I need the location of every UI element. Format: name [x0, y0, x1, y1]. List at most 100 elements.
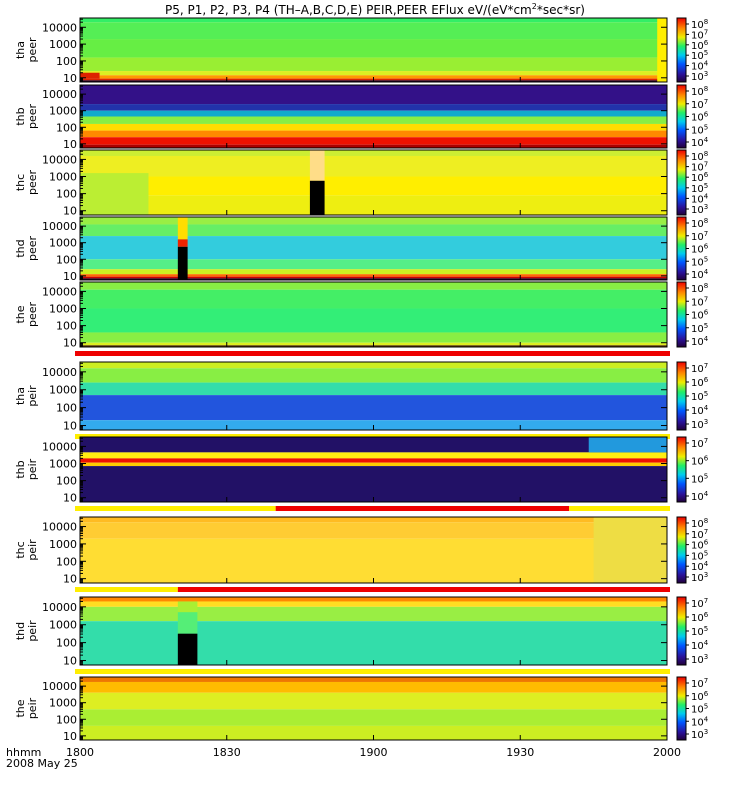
- y-tick-label: 1000: [49, 619, 77, 632]
- flux-band: [80, 155, 667, 177]
- colorbar-label: 103: [691, 70, 708, 83]
- flux-block: [657, 18, 667, 82]
- flux-band: [80, 677, 667, 682]
- colorbar-label: 106: [691, 243, 709, 256]
- flux-band: [80, 259, 667, 270]
- flux-block: [80, 173, 149, 215]
- x-tick-label: 2000: [653, 746, 681, 759]
- colorbar: [676, 596, 687, 666]
- panel-species-label: peer: [26, 37, 39, 63]
- y-tick-label: 10: [63, 492, 77, 505]
- flux-band: [80, 75, 667, 79]
- y-tick-label: 10: [63, 730, 77, 743]
- x-tick-label: 1830: [213, 746, 241, 759]
- flux-band: [80, 130, 667, 138]
- chart-title-main: P5, P1, P2, P3, P4 (TH–A,B,C,D,E) PEIR,P…: [165, 3, 532, 17]
- y-tick-label: 100: [56, 402, 77, 415]
- colorbar-label: 107: [691, 437, 708, 450]
- y-tick-label: 100: [56, 320, 77, 333]
- y-tick-label: 10: [63, 270, 77, 283]
- colorbar: [676, 216, 687, 281]
- flux-band: [80, 517, 667, 523]
- y-tick-label: 10000: [42, 220, 77, 233]
- panel-label: thd peir: [14, 620, 39, 642]
- x-tick-label: 1900: [360, 746, 388, 759]
- colorbar-label: 104: [691, 268, 709, 281]
- flux-band: [80, 22, 667, 40]
- y-tick-label: 1000: [49, 458, 77, 471]
- colorbar-label: 107: [691, 677, 708, 690]
- y-tick-label: 10: [63, 72, 77, 85]
- flux-band: [80, 85, 667, 105]
- panel-label: thc peer: [14, 170, 39, 196]
- colorbar-label: 104: [691, 639, 709, 652]
- flux-band: [80, 621, 667, 665]
- y-tick-label: 10: [63, 655, 77, 668]
- colorbar-label: 106: [691, 690, 709, 703]
- flux-band: [80, 137, 667, 145]
- colorbar-label: 105: [691, 703, 708, 716]
- colorbar: [676, 149, 687, 216]
- y-tick-label: 10000: [42, 601, 77, 614]
- colorbar-label: 105: [691, 625, 708, 638]
- y-tick-label: 1000: [49, 303, 77, 316]
- colorbar-label: 107: [691, 230, 708, 243]
- y-tick-label: 100: [56, 475, 77, 488]
- flux-band: [80, 289, 667, 309]
- chart-title-superscript: 2: [532, 2, 537, 11]
- flux-block: [177, 217, 188, 240]
- status-bar-segment: [75, 587, 178, 592]
- y-tick-label: 1000: [49, 38, 77, 51]
- panel-probe-label: thb: [14, 460, 27, 478]
- colorbar-label: 105: [691, 322, 708, 335]
- colorbar-label: 106: [691, 309, 709, 322]
- colorbar-label: 105: [691, 123, 708, 136]
- panel-probe-label: thb: [14, 107, 27, 125]
- panel-label: thb peir: [14, 458, 39, 480]
- colorbar-label: 108: [691, 85, 708, 98]
- status-bar-segment: [75, 506, 276, 511]
- flux-band: [80, 362, 667, 369]
- x-axis-label-hhmm: hhmm: [6, 746, 41, 759]
- colorbar-label: 103: [691, 653, 708, 666]
- flux-band: [80, 538, 667, 583]
- panel-species-label: peir: [26, 385, 39, 407]
- flux-band: [80, 236, 667, 260]
- panel-species-label: peer: [26, 104, 39, 130]
- y-tick-label: 100: [56, 637, 77, 650]
- y-tick-label: 100: [56, 555, 77, 568]
- panel-label: thc peir: [14, 539, 39, 561]
- colorbar-label: 105: [691, 472, 708, 485]
- panel-species-label: peir: [26, 697, 39, 719]
- y-tick-label: 10: [63, 573, 77, 586]
- flux-band: [80, 224, 667, 237]
- time-axis: 1800 1830 1900 1930 2000: [66, 746, 681, 759]
- panel-species-label: peir: [26, 539, 39, 561]
- flux-band: [80, 116, 667, 124]
- flux-band: [80, 382, 667, 396]
- colorbar-label: 106: [691, 611, 709, 624]
- status-bar-segment: [177, 587, 671, 592]
- colorbar: [676, 361, 687, 431]
- y-tick-label: 10000: [42, 88, 77, 101]
- flux-band: [80, 601, 667, 607]
- panel-species-label: peer: [26, 170, 39, 196]
- colorbar-label: 104: [691, 136, 709, 149]
- flux-band: [80, 269, 667, 275]
- flux-band: [80, 395, 667, 421]
- panel-probe-label: tha: [14, 41, 27, 59]
- status-bar-segment: [275, 506, 570, 511]
- flux-band: [80, 466, 667, 502]
- y-tick-label: 10: [63, 205, 77, 218]
- colorbar-label: 104: [691, 335, 709, 348]
- panel-probe-label: thd: [14, 239, 27, 257]
- colorbar-label: 104: [691, 715, 709, 728]
- colorbar-label: 106: [691, 376, 709, 389]
- panel-probe-label: the: [14, 699, 27, 717]
- panel-label: thd peer: [14, 236, 39, 262]
